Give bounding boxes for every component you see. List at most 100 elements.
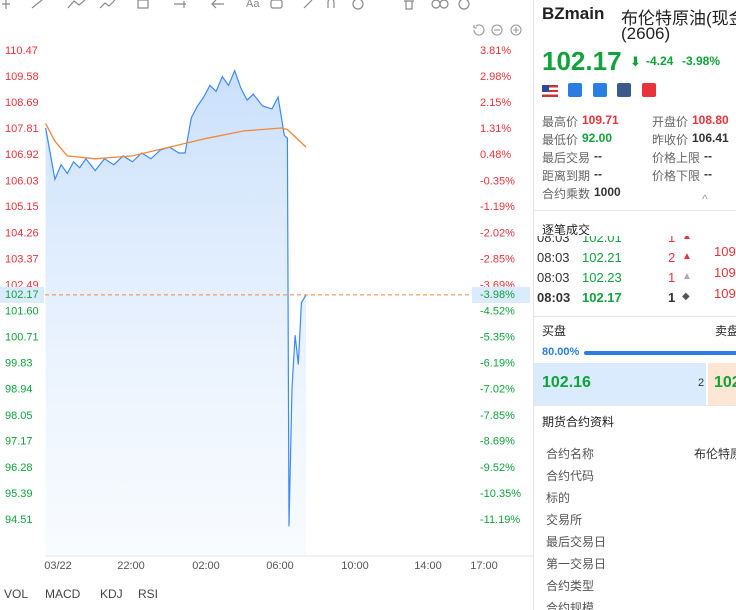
trade-size: 1 [668,290,676,305]
crosshair-tool[interactable] [2,0,10,9]
pct-label: -4.52% [480,306,515,318]
instrument-code: (2606) [621,24,671,43]
trade-size: 1 [668,236,676,245]
stat-label: 距离到期 [542,169,591,183]
indicator-tab[interactable]: RSI [138,587,158,601]
y-tick-label: 100.71 [5,332,39,344]
icon-favorite[interactable] [641,83,656,97]
stat-value: 106.41 [692,131,729,145]
trade-direction: ▲ [682,271,692,282]
trade-size: 1 [668,270,676,285]
y-tick-label: 95.39 [5,488,33,500]
stat-label: 价格上限 [652,151,701,165]
icon-row [542,83,656,102]
icon-exchange[interactable] [592,83,607,97]
price-change: -4.24 [646,54,674,68]
toolbar [2,0,470,10]
stat-label: 昨收价 [652,133,689,147]
collapse-chevron[interactable]: ^ [702,192,708,206]
layout-tool[interactable] [439,0,449,9]
contract-label: 合约代码 [546,469,595,483]
current-price-box [0,286,44,303]
reset-button[interactable] [473,24,485,36]
pct-label: -10.35% [480,488,521,500]
trade-price: 102.17 [582,290,622,305]
trade-direction: ◆ [682,291,690,302]
text-tool[interactable]: Aa [246,0,260,10]
ask-price: 102 [714,374,736,391]
instrument-name: 布伦特原油(现金 [621,9,736,28]
layout-tool[interactable] [431,0,441,9]
moving-average-line [45,123,307,160]
range-tool[interactable] [174,1,186,8]
pct-label: -5.35% [480,332,515,344]
trades-title: 逐笔成交 [542,223,591,237]
y-tick-label: 106.92 [5,149,39,161]
trade-direction: ▲ [682,236,692,242]
pct-label: 3.81% [480,45,511,57]
stat-label: 最高价 [542,115,579,129]
chart-controls [473,24,522,36]
y-tick-label: 101.60 [5,306,39,318]
contract-label: 第一交易日 [546,557,607,571]
zoom-out-button[interactable] [491,24,503,36]
delete-tool[interactable] [404,0,414,10]
magnet-tool[interactable] [327,0,335,8]
y-tick-label: 97.17 [5,436,33,448]
symbol: BZmain [542,4,605,23]
us-flag [542,85,558,97]
icon-quote[interactable] [568,83,583,97]
price-line [45,69,307,527]
contract-value: 布伦特原 [694,447,736,461]
trade-time: 08:03 [537,270,570,285]
icon-notes[interactable] [617,83,632,97]
stat-label: 价格下限 [652,169,701,183]
ask-row [708,363,736,405]
zoom-in-button[interactable] [510,24,522,36]
trades-list: 08:03 102.01 1 ▲ 08:03 102.21 2 ▲ 08:03 102.23 1 ▲ 0… [534,236,736,314]
indicator-tab[interactable]: MACD [45,587,81,601]
contract-label: 最后交易日 [546,535,607,549]
pct-label: -7.85% [480,410,515,422]
stat-value: 1000 [594,185,621,199]
note-tool[interactable] [270,0,283,9]
bid-price: 102.16 [542,374,591,391]
pattern-tool[interactable] [99,0,116,9]
price-change-pct: -3.98% [682,54,721,68]
pct-label: -6.19% [480,358,515,370]
down-arrow: ⬇ [630,54,641,69]
hide-tool[interactable] [352,0,364,10]
stat-value: 108.80 [692,113,729,127]
side-price: 109 [714,265,736,280]
ask-title: 卖盘 [715,324,736,338]
indicator-tab[interactable]: KDJ [100,587,123,601]
pct-label: 1.31% [480,123,511,135]
trade-direction: ▲ [682,251,692,262]
bid-title: 买盘 [542,324,567,338]
trade-price: 102.21 [582,250,622,265]
stat-label: 开盘价 [652,115,689,129]
trade-time: 08:03 [537,250,570,265]
ruler-tool[interactable] [303,0,313,9]
x-tick-label: 10:00 [341,560,369,572]
settings-tool[interactable] [458,0,470,10]
contract-label: 合约规模 [546,601,595,610]
contract-label: 交易所 [546,513,583,527]
pct-label: 2.15% [480,97,511,109]
x-tick-label: 14:00 [414,560,442,572]
pct-label: -7.02% [480,384,515,396]
indicator-tab[interactable]: VOL [4,587,28,601]
chart: Aa 110.47 3.81% 109.58 2.98% 108.69 2.15% 107.… [0,0,533,601]
current-pct-label: -3.98% [480,289,515,301]
side-price: 109 [714,286,736,301]
line-tool[interactable] [31,0,43,9]
contract-label: 标的 [546,491,571,505]
y-tick-label: 98.94 [5,384,33,396]
measure-tool[interactable] [137,0,149,9]
trade-price: 102.23 [582,270,622,285]
bid-row [534,363,706,405]
pct-label: -11.19% [480,514,520,526]
arrow-tool[interactable] [211,0,224,9]
trend-tool[interactable] [67,0,86,9]
